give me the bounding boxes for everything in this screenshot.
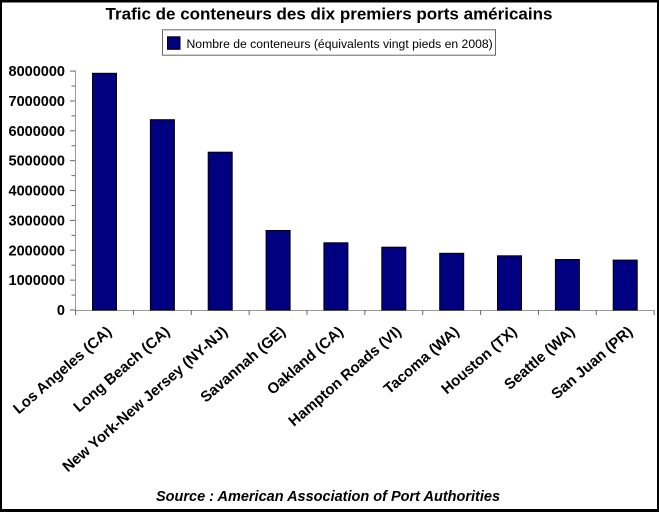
svg-text:6000000: 6000000 [9, 124, 65, 140]
svg-text:3000000: 3000000 [9, 213, 65, 229]
svg-text:7000000: 7000000 [9, 94, 65, 110]
svg-text:4000000: 4000000 [9, 184, 65, 200]
svg-text:2000000: 2000000 [9, 243, 65, 259]
svg-text:5000000: 5000000 [9, 154, 65, 170]
svg-text:1000000: 1000000 [9, 273, 65, 289]
svg-text:Nombre de conteneurs (équivale: Nombre de conteneurs (équivalents vingt … [187, 37, 493, 51]
svg-text:0: 0 [57, 303, 65, 319]
svg-text:Source : American Association: Source : American Association of Port Au… [156, 489, 500, 505]
svg-text:Trafic de conteneurs des dix p: Trafic de conteneurs des dix premiers po… [106, 5, 553, 24]
svg-text:8000000: 8000000 [9, 64, 65, 80]
